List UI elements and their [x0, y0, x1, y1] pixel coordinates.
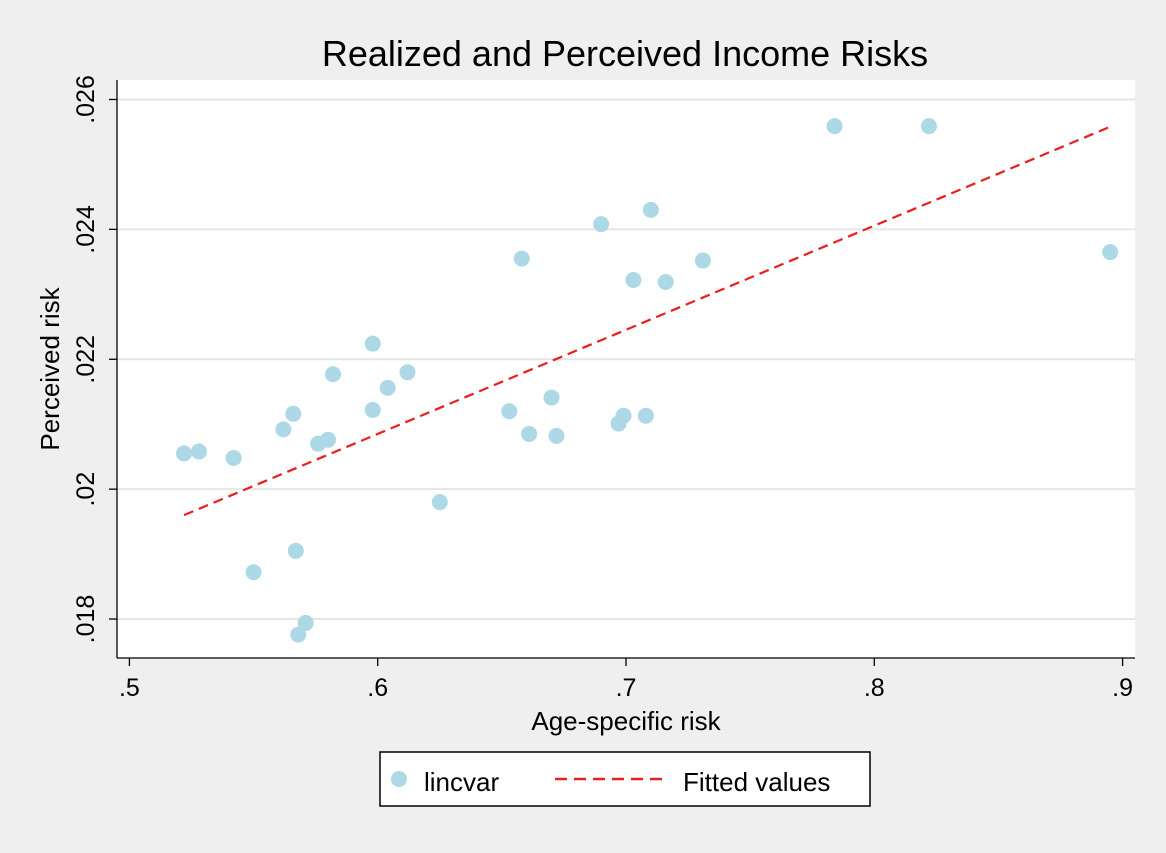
fitted-line-layer — [183, 125, 1111, 517]
gridlines — [117, 98, 1135, 621]
fitted-line — [183, 125, 1111, 517]
legend-label-fitted: Fitted values — [683, 767, 830, 797]
data-point — [290, 626, 307, 643]
data-point — [190, 443, 207, 460]
plot-area — [117, 80, 1135, 658]
x-tick-label: .7 — [616, 674, 637, 702]
ticks: .018 .02 .022 .024 .026 .5 .6 .7 .8 .9 — [72, 75, 1133, 702]
data-point — [826, 118, 843, 135]
x-tick-label: .6 — [367, 674, 388, 702]
y-tick-label: .024 — [72, 205, 100, 254]
x-tick-label: .9 — [1112, 674, 1133, 702]
data-point — [543, 389, 560, 406]
legend: lincvar Fitted values — [379, 751, 871, 807]
data-point — [625, 272, 642, 289]
y-tick-label: .02 — [72, 472, 100, 507]
y-tick-label: .018 — [72, 595, 100, 644]
data-point — [287, 542, 304, 559]
data-point — [615, 407, 632, 424]
data-point — [1102, 244, 1119, 261]
legend-label-lincvar: lincvar — [424, 767, 499, 797]
data-point — [325, 366, 342, 383]
data-point — [285, 405, 302, 422]
y-tick-label: .022 — [72, 335, 100, 384]
data-point — [431, 494, 448, 511]
data-point — [364, 401, 381, 418]
data-point — [548, 427, 565, 444]
data-point — [501, 403, 518, 420]
data-point — [521, 425, 538, 442]
data-point — [379, 379, 396, 396]
data-point — [593, 216, 610, 233]
data-point — [364, 335, 381, 352]
y-axis-label: Perceived risk — [35, 286, 65, 450]
chart-title: Realized and Perceived Income Risks — [322, 33, 928, 74]
data-point — [297, 614, 314, 631]
legend-box — [379, 751, 871, 807]
data-point — [320, 431, 337, 448]
scatter-points — [176, 118, 1119, 643]
data-point — [657, 273, 674, 290]
data-point — [176, 445, 193, 462]
data-point — [642, 201, 659, 218]
data-point — [245, 564, 262, 581]
legend-marker-lincvar — [391, 771, 407, 787]
data-point — [694, 252, 711, 269]
data-point — [225, 449, 242, 466]
data-point — [275, 421, 292, 438]
y-tick-label: .026 — [72, 75, 100, 124]
data-point — [399, 364, 416, 381]
data-point — [513, 250, 530, 267]
x-tick-label: .5 — [119, 674, 140, 702]
x-axis-label: Age-specific risk — [531, 706, 721, 736]
data-point — [637, 407, 654, 424]
x-tick-label: .8 — [864, 674, 885, 702]
data-point — [920, 118, 937, 135]
